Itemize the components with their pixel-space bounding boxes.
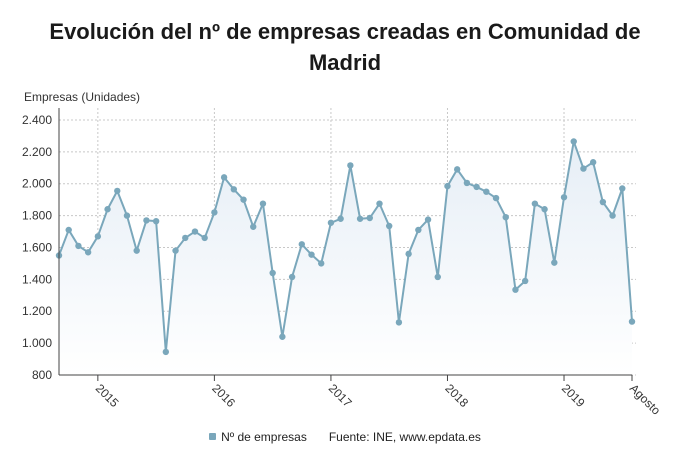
data-point	[541, 206, 548, 213]
data-point	[356, 215, 364, 222]
x-tick-label: 2018	[442, 381, 471, 410]
x-tick-label: 2017	[326, 381, 355, 410]
data-point	[182, 234, 189, 242]
y-tick-label: 2.200	[22, 145, 52, 159]
data-point	[327, 219, 335, 226]
data-point	[133, 247, 140, 254]
data-point	[609, 212, 616, 219]
legend-swatch	[209, 433, 217, 440]
data-point	[318, 260, 325, 267]
data-point	[259, 200, 267, 207]
data-point	[65, 226, 72, 234]
y-tick-label: 2.400	[22, 113, 52, 127]
chart-title-line-2: Madrid	[308, 50, 382, 75]
data-point	[580, 165, 587, 172]
data-point	[162, 348, 170, 356]
data-point	[104, 206, 111, 213]
source-text: Fuente: INE, www.epdata.es	[328, 430, 481, 444]
x-tick-labels: 2015 2016 2017 2018 2019 Agosto	[93, 381, 664, 418]
data-point	[211, 209, 218, 216]
data-point	[347, 162, 354, 169]
y-axis-label: Empresas (Unidades)	[24, 90, 141, 104]
data-point	[230, 186, 238, 193]
x-tick-label: 2016	[209, 381, 238, 410]
data-point	[424, 216, 432, 223]
data-point	[152, 217, 160, 225]
data-point	[269, 269, 276, 277]
data-point	[521, 277, 529, 285]
data-point	[143, 217, 150, 224]
data-point	[94, 233, 102, 240]
data-point	[191, 228, 199, 235]
x-tick-label: 2015	[93, 381, 122, 410]
x-tick-label: 2019	[559, 381, 588, 410]
data-point	[483, 188, 490, 195]
data-point	[366, 214, 373, 222]
data-point	[512, 286, 519, 293]
chart-title-line-1: Evolución del nº de empresas creadas en …	[49, 19, 641, 44]
y-tick-label: 800	[32, 368, 52, 382]
data-point	[570, 138, 577, 145]
data-point	[551, 259, 558, 266]
y-tick-label: 2.000	[22, 177, 52, 191]
y-tick-label: 1.400	[22, 272, 52, 286]
data-point	[240, 196, 247, 203]
data-point	[337, 215, 344, 222]
y-tick-label: 1.200	[22, 304, 52, 318]
data-point	[395, 319, 403, 326]
data-point	[560, 194, 568, 201]
data-point	[434, 273, 441, 281]
data-point	[308, 251, 315, 258]
series-area	[59, 141, 632, 375]
data-point	[386, 222, 393, 230]
data-point	[531, 200, 539, 207]
data-point	[75, 242, 82, 250]
data-point	[589, 159, 597, 166]
data-point	[444, 182, 451, 190]
data-point	[463, 179, 471, 187]
chart-title: Evolución del nº de empresas creadas en …	[0, 16, 690, 78]
y-tick-labels: 800 1.000 1.200 1.400 1.600 1.800 2.000 2.200 2.…	[22, 113, 52, 382]
data-point	[201, 234, 208, 242]
y-tick-label: 1.800	[22, 209, 52, 223]
data-point	[492, 194, 500, 202]
axes	[58, 108, 633, 381]
data-point	[123, 212, 131, 219]
y-tick-label: 1.600	[22, 240, 52, 254]
x-tick-label: Agosto	[627, 381, 664, 418]
data-point	[250, 223, 257, 230]
data-point	[415, 226, 422, 234]
legend: Nº de empresas Fuente: INE, www.epdata.es	[0, 430, 690, 444]
data-point	[599, 198, 607, 206]
data-point	[114, 187, 121, 195]
legend-series-label: Nº de empresas	[221, 430, 307, 444]
data-point	[453, 166, 461, 173]
y-tick-label: 1.000	[22, 336, 52, 350]
data-point	[288, 273, 296, 281]
data-point	[502, 214, 509, 221]
data-points	[55, 138, 636, 356]
data-point	[405, 250, 412, 258]
data-point	[473, 183, 480, 191]
data-point	[619, 185, 626, 192]
data-point	[172, 247, 179, 254]
data-point	[84, 249, 92, 256]
data-point	[279, 333, 286, 340]
data-point	[298, 241, 305, 248]
data-point	[628, 318, 636, 325]
data-point	[220, 174, 228, 181]
data-point	[376, 200, 383, 207]
